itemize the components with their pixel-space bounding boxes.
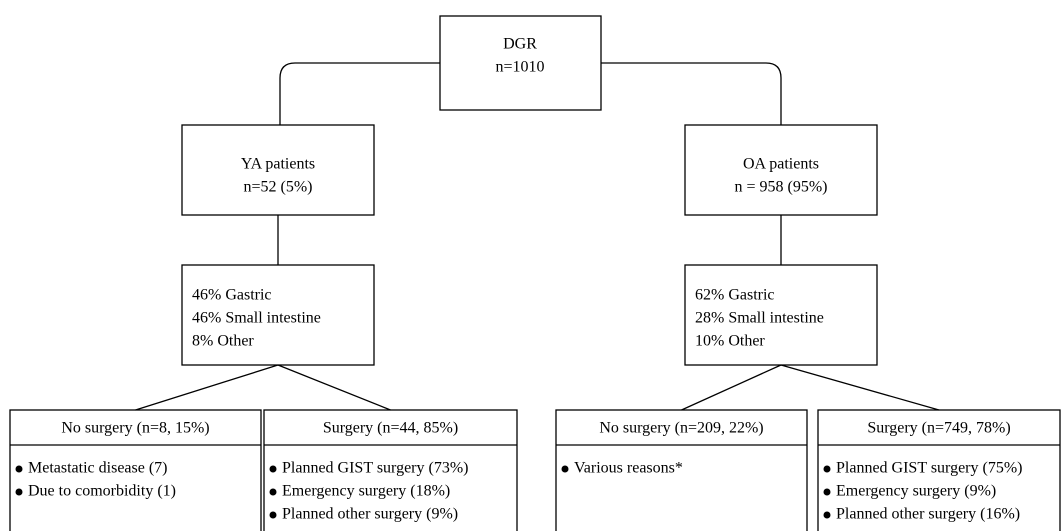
outcome-item: Emergency surgery (9%) — [836, 483, 996, 500]
outcome-header: Surgery (n=44, 85%) — [323, 420, 458, 437]
root-box — [439, 15, 602, 111]
outcome-box — [555, 409, 808, 531]
connector — [135, 364, 279, 411]
outcome-header: No surgery (n=209, 22%) — [599, 420, 763, 437]
connector — [601, 62, 782, 125]
bullet — [269, 465, 277, 473]
outcome-box — [9, 409, 262, 531]
outcome-item: Planned GIST surgery (75%) — [836, 460, 1023, 477]
bullet — [823, 488, 831, 496]
connector — [277, 364, 391, 411]
group-title: YA patients — [241, 156, 315, 173]
group-title: OA patients — [743, 156, 819, 173]
root-title: DGR — [503, 36, 537, 53]
outcome-item: Metastatic disease (7) — [28, 460, 168, 477]
bullet — [823, 511, 831, 519]
bullet — [15, 465, 23, 473]
connector — [780, 364, 940, 411]
bullet — [269, 488, 277, 496]
outcome-box — [263, 409, 518, 531]
connector — [279, 62, 440, 125]
group-n: n=52 (5%) — [243, 179, 312, 196]
bullet — [269, 511, 277, 519]
site-line: 28% Small intestine — [695, 310, 824, 327]
outcome-item: Due to comorbidity (1) — [28, 483, 176, 500]
outcome-header: Surgery (n=749, 78%) — [867, 420, 1010, 437]
outcome-item: Emergency surgery (18%) — [282, 483, 450, 500]
outcome-item: Planned other surgery (16%) — [836, 506, 1020, 523]
connector — [681, 364, 782, 411]
outcome-item: Planned other surgery (9%) — [282, 506, 458, 523]
bullet — [15, 488, 23, 496]
root-n: n=1010 — [495, 59, 544, 76]
bullet — [823, 465, 831, 473]
group-n: n = 958 (95%) — [734, 179, 827, 196]
site-line: 62% Gastric — [695, 287, 775, 304]
outcome-box — [817, 409, 1061, 531]
site-line: 46% Small intestine — [192, 310, 321, 327]
outcome-item: Various reasons* — [574, 460, 683, 477]
site-line: 10% Other — [695, 333, 765, 350]
site-line: 8% Other — [192, 333, 254, 350]
outcome-item: Planned GIST surgery (73%) — [282, 460, 469, 477]
site-line: 46% Gastric — [192, 287, 272, 304]
bullet — [561, 465, 569, 473]
outcome-header: No surgery (n=8, 15%) — [61, 420, 209, 437]
